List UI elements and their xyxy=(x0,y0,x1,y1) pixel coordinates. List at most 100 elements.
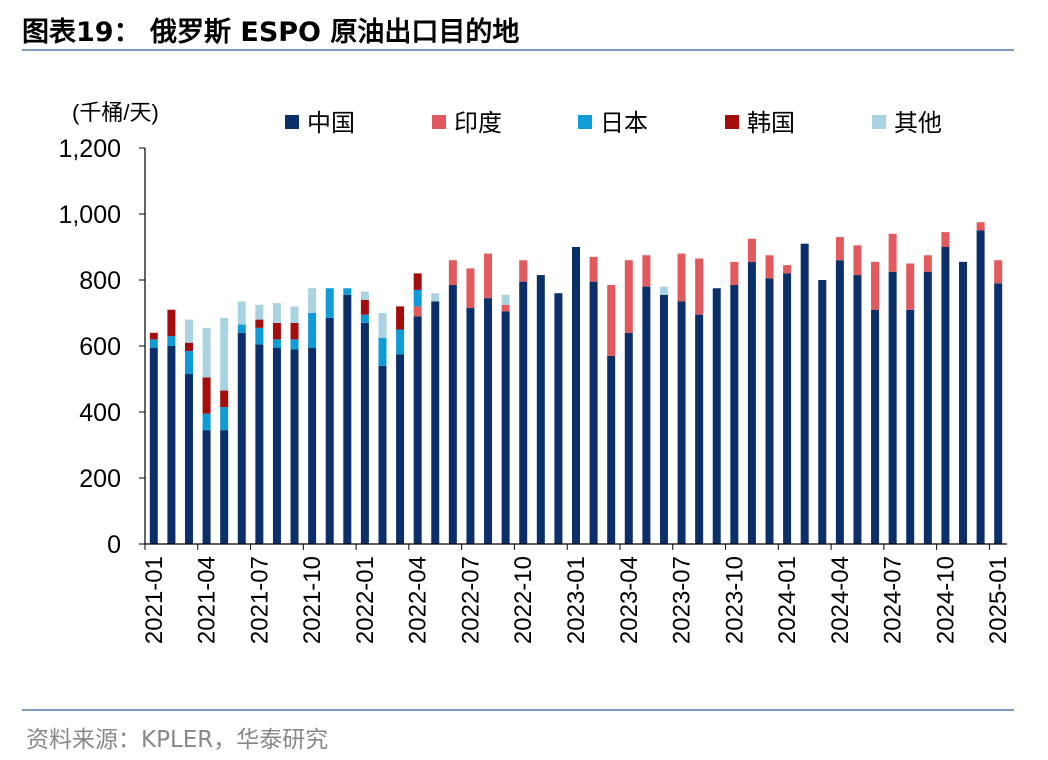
bar-2021-10-series-0 xyxy=(308,347,317,544)
legend-label: 韩国 xyxy=(747,110,795,137)
bar-2022-06-series-1 xyxy=(448,260,457,285)
bar-2021-04-series-0 xyxy=(202,430,211,544)
bar-2021-11-series-0 xyxy=(325,317,334,544)
legend-swatch xyxy=(432,115,446,129)
bar-2023-05-series-0 xyxy=(642,286,651,544)
bar-2021-08-series-2 xyxy=(272,339,281,348)
x-tick-label-2023-10: 2023-10 xyxy=(721,556,748,644)
bar-2023-10-series-0 xyxy=(730,284,739,544)
legend-label: 中国 xyxy=(307,110,355,137)
bar-2023-03-series-0 xyxy=(607,355,616,544)
x-tick-label-2025-01: 2025-01 xyxy=(985,556,1012,644)
bar-2022-10-series-0 xyxy=(519,281,528,544)
bar-2022-02-series-4 xyxy=(378,313,387,338)
bar-2022-01-series-3 xyxy=(360,299,369,315)
bar-2023-11-series-0 xyxy=(747,261,756,544)
legend-item-2: 日本 xyxy=(578,110,648,137)
x-tick-label-2021-04: 2021-04 xyxy=(194,556,221,644)
x-tick-label-2024-07: 2024-07 xyxy=(880,556,907,644)
legend-label: 其他 xyxy=(894,110,942,137)
x-tick-label-2021-07: 2021-07 xyxy=(246,556,273,644)
legend-item-3: 韩国 xyxy=(725,110,795,137)
bar-2021-06-series-2 xyxy=(237,324,246,333)
bar-2021-04-series-3 xyxy=(202,377,211,414)
bar-2021-04-series-4 xyxy=(202,327,211,378)
bar-2023-07-series-1 xyxy=(677,253,686,302)
x-tick-label-2023-07: 2023-07 xyxy=(669,556,696,644)
bar-2023-03-series-1 xyxy=(607,284,616,356)
legend-swatch xyxy=(578,115,592,129)
bar-2024-02-series-0 xyxy=(800,243,809,544)
x-tick-label-2023-01: 2023-01 xyxy=(563,556,590,644)
bar-2023-04-series-0 xyxy=(624,332,633,544)
bar-2022-01-series-2 xyxy=(360,314,369,323)
bar-2022-07-series-1 xyxy=(466,268,475,309)
bar-2021-03-series-0 xyxy=(184,374,193,544)
bar-2023-08-series-0 xyxy=(695,314,704,544)
bar-2024-01-series-0 xyxy=(783,273,792,544)
source-note: 资料来源：KPLER，华泰研究 xyxy=(26,727,329,753)
x-tick-label-2021-01: 2021-01 xyxy=(141,556,168,644)
bar-2023-08-series-1 xyxy=(695,258,704,315)
bar-2024-08-series-0 xyxy=(906,309,915,544)
y-tick-label: 0 xyxy=(107,531,121,559)
legend-label: 日本 xyxy=(600,110,648,137)
bar-2024-07-series-0 xyxy=(888,271,897,544)
bar-2021-06-series-0 xyxy=(237,332,246,544)
bar-2022-04-series-3 xyxy=(413,273,422,290)
bar-2024-10-series-0 xyxy=(941,247,950,544)
bar-2022-03-series-3 xyxy=(396,306,405,330)
bar-2021-05-series-4 xyxy=(220,317,229,391)
bar-2021-12-series-2 xyxy=(343,288,352,295)
bar-2021-03-series-3 xyxy=(184,342,193,351)
bar-2025-01-series-0 xyxy=(994,283,1003,544)
legend-swatch xyxy=(285,115,299,129)
bar-2025-01-series-1 xyxy=(994,260,1003,284)
bar-2021-12-series-0 xyxy=(343,294,352,544)
bar-2023-09-series-0 xyxy=(712,288,721,544)
x-tick-label-2024-04: 2024-04 xyxy=(827,556,854,644)
y-tick-label: 400 xyxy=(79,399,121,427)
footer-divider xyxy=(22,709,1014,711)
bar-2021-08-series-3 xyxy=(272,322,281,340)
bar-2022-09-series-1 xyxy=(501,304,510,312)
bar-2021-08-series-0 xyxy=(272,347,281,544)
bar-2021-05-series-3 xyxy=(220,390,229,408)
y-tick-label: 800 xyxy=(79,267,121,295)
bar-2022-10-series-1 xyxy=(519,260,528,282)
bar-2024-05-series-1 xyxy=(853,245,862,276)
bar-2023-10-series-1 xyxy=(730,261,739,285)
legend-item-0: 中国 xyxy=(285,110,355,137)
bar-2021-03-series-2 xyxy=(184,350,193,375)
bar-2023-02-series-1 xyxy=(589,256,598,282)
x-tick-label-2024-01: 2024-01 xyxy=(774,556,801,644)
bar-2024-05-series-0 xyxy=(853,275,862,544)
legend-item-1: 印度 xyxy=(432,110,502,137)
x-tick-label-2023-04: 2023-04 xyxy=(616,556,643,644)
y-tick-label: 200 xyxy=(79,465,121,493)
bar-2024-06-series-1 xyxy=(871,261,880,310)
bar-2021-01-series-3 xyxy=(149,332,158,340)
bar-2024-11-series-0 xyxy=(959,261,968,544)
bar-2024-08-series-1 xyxy=(906,263,915,310)
bar-2024-12-series-0 xyxy=(976,230,985,544)
title-divider xyxy=(22,49,1014,51)
bar-2021-02-series-3 xyxy=(167,309,176,337)
bar-2024-01-series-1 xyxy=(783,265,792,274)
x-tick-label-2022-04: 2022-04 xyxy=(405,556,432,644)
x-tick-label-2022-07: 2022-07 xyxy=(457,556,484,644)
bar-2021-10-series-2 xyxy=(308,313,317,348)
x-tick-label-2024-10: 2024-10 xyxy=(932,556,959,644)
bar-2022-03-series-2 xyxy=(396,329,405,355)
bar-2024-04-series-0 xyxy=(835,260,844,544)
bar-2022-03-series-0 xyxy=(396,354,405,544)
bar-2021-07-series-3 xyxy=(255,319,264,328)
bar-2023-04-series-1 xyxy=(624,260,633,333)
x-tick-label-2022-01: 2022-01 xyxy=(352,556,379,644)
bar-2024-09-series-1 xyxy=(923,255,932,272)
bar-2023-12-series-1 xyxy=(765,255,774,279)
bar-2022-05-series-4 xyxy=(431,293,440,302)
bar-2021-07-series-4 xyxy=(255,304,264,320)
y-tick-label: 1,000 xyxy=(58,201,121,229)
bar-series-group xyxy=(149,222,1003,544)
